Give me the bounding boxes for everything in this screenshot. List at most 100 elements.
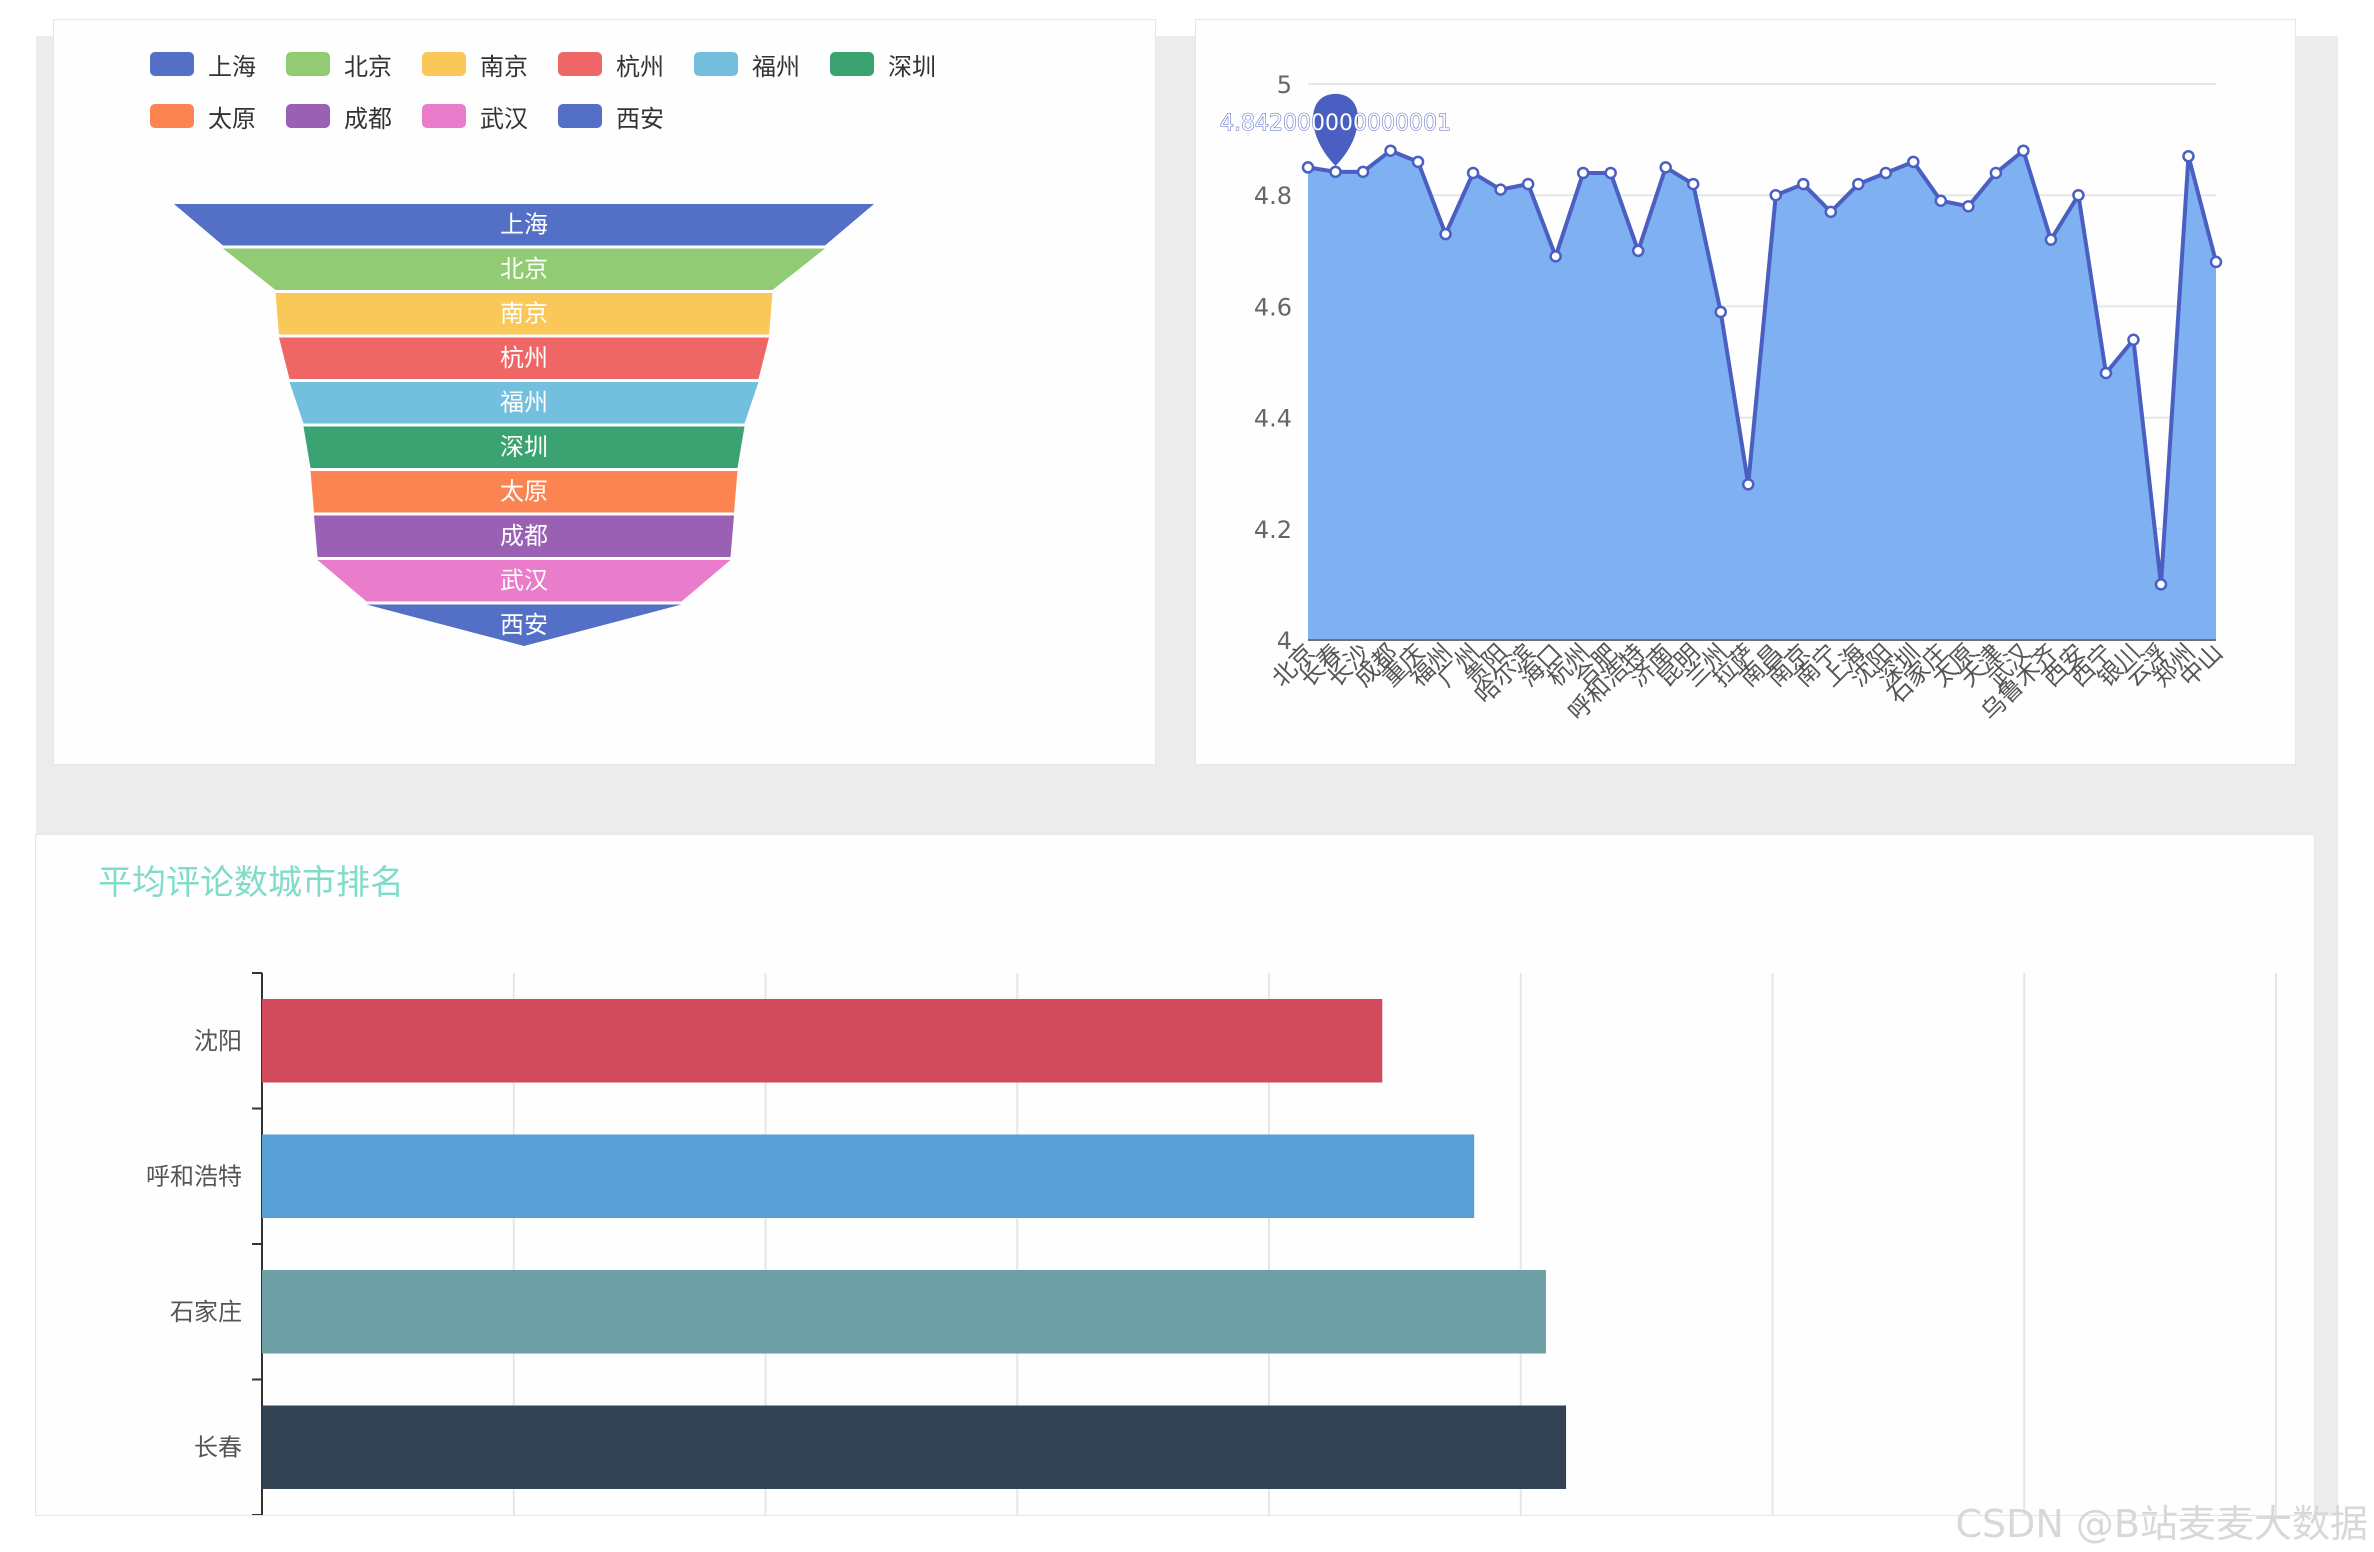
legend-item[interactable]: 北京 (286, 48, 392, 81)
data-point[interactable] (2099, 366, 2113, 380)
legend-label: 太原 (208, 104, 256, 133)
data-point[interactable] (1494, 183, 1507, 196)
y-tick-label: 5 (1277, 71, 1292, 99)
funnel-chart-card: 上海 北京 南京 杭州 福州 深圳 太原 成都 武汉 西安 上海 北京 南京 杭州 福州 深圳 太原 成都 武汉西… (54, 20, 1155, 764)
data-point[interactable] (1852, 177, 1865, 191)
funnel-segment[interactable] (310, 471, 738, 513)
data-point[interactable] (2017, 144, 2030, 157)
legend-label: 南京 (480, 52, 528, 81)
bar[interactable] (262, 1405, 1567, 1490)
funnel-segment-label: 南京 (500, 299, 548, 327)
y-tick-label: 沈阳 (194, 1027, 242, 1055)
data-point[interactable] (1631, 244, 1645, 258)
bar[interactable] (262, 999, 1383, 1083)
funnel-segment[interactable] (303, 426, 745, 469)
bar-chart-title: 平均评论数城市排名 (98, 863, 404, 903)
legend-label: 深圳 (888, 52, 936, 81)
data-point[interactable] (1797, 177, 1810, 191)
funnel-segment-label: 深圳 (500, 433, 548, 461)
data-point[interactable] (1741, 478, 1755, 491)
legend-item[interactable]: 杭州 (558, 48, 664, 81)
bar[interactable] (262, 1270, 1546, 1354)
funnel-segment-label: 成都 (500, 522, 548, 550)
data-point[interactable] (1466, 166, 1480, 180)
data-point[interactable] (1356, 165, 1370, 179)
y-tick-label: 长春 (194, 1433, 242, 1461)
data-point[interactable] (1576, 166, 1590, 180)
funnel-segment[interactable] (279, 337, 769, 380)
legend-label: 西安 (616, 104, 664, 133)
data-point[interactable] (1824, 205, 1838, 219)
funnel-segment[interactable] (174, 204, 874, 246)
legend-swatch (150, 104, 194, 128)
footer-watermark: CSDN @B站麦麦大数据 (1955, 1502, 2369, 1546)
funnel-segment[interactable] (289, 382, 759, 424)
funnel-segment-label: 北京 (500, 255, 548, 283)
series-line (1307, 147, 2218, 585)
data-point[interactable] (1714, 305, 1727, 319)
funnel-segment-label: 福州 (500, 388, 548, 416)
legend-swatch (558, 52, 602, 76)
legend-item[interactable]: 武汉 (422, 100, 528, 133)
data-point[interactable] (1329, 165, 1342, 179)
data-point[interactable] (1604, 166, 1617, 180)
data-point[interactable] (1962, 200, 1975, 213)
area-fill (1308, 150, 2216, 640)
data-point[interactable] (1686, 177, 1700, 191)
bar[interactable] (262, 1134, 1475, 1219)
legend-item[interactable]: 西安 (558, 100, 664, 133)
legend-item[interactable]: 深圳 (830, 48, 936, 81)
legend-label: 武汉 (480, 104, 528, 133)
data-point[interactable] (1301, 161, 1315, 174)
data-point[interactable] (2072, 188, 2085, 202)
data-point[interactable] (1659, 161, 1672, 174)
legend-item[interactable]: 太原 (150, 100, 256, 133)
data-point[interactable] (1769, 188, 1783, 202)
legend-item[interactable]: 南京 (422, 48, 528, 81)
legend-item[interactable]: 上海 (150, 48, 256, 81)
marker-value-label: 4.842000000000001 (1220, 111, 1451, 136)
legend-swatch (422, 104, 466, 128)
data-point[interactable] (1411, 155, 1425, 169)
data-point[interactable] (1439, 227, 1452, 241)
data-point[interactable] (1384, 144, 1397, 157)
funnel-segment-label: 西安 (500, 611, 548, 639)
funnel-legend: 上海 北京 南京 杭州 福州 深圳太原 成都 武汉 西安 (150, 48, 1010, 133)
y-tick-label: 呼和浩特 (146, 1162, 242, 1190)
funnel-segment[interactable] (317, 560, 731, 602)
y-tick-label: 4.8 (1254, 182, 1292, 210)
bar-chart-card: 平均评论数城市排名 沈阳 呼和浩特 石家庄 长春 (36, 835, 2314, 1515)
y-tick-label: 4.6 (1254, 293, 1292, 321)
area-chart: 44.24.44.64.85北京长春长沙成都重庆福州广州贵阳哈尔滨海口杭州合肥呼… (1220, 71, 2229, 726)
legend-swatch (558, 104, 602, 128)
y-tick-label: 4.4 (1254, 405, 1292, 433)
legend-label: 上海 (208, 52, 256, 81)
data-point[interactable] (2154, 578, 2168, 591)
funnel-segment-label: 武汉 (500, 566, 548, 594)
data-point[interactable] (1521, 177, 1535, 191)
funnel-segment[interactable] (275, 293, 773, 335)
data-point[interactable] (2182, 150, 2195, 163)
funnel-segment[interactable] (366, 604, 682, 647)
data-point[interactable] (2209, 255, 2223, 269)
funnel-segment-label: 杭州 (500, 344, 548, 372)
legend-swatch (422, 52, 466, 76)
data-point[interactable] (1907, 155, 1920, 169)
funnel-segment-label: 太原 (500, 477, 548, 505)
data-point[interactable] (2127, 333, 2140, 347)
legend-swatch (286, 52, 330, 76)
funnel-segment[interactable] (223, 248, 825, 291)
funnel-segment[interactable] (314, 515, 734, 558)
y-tick-label: 4.2 (1254, 516, 1292, 544)
data-point[interactable] (1934, 194, 1948, 208)
legend-label: 成都 (344, 104, 392, 133)
data-point[interactable] (1989, 166, 2003, 180)
data-point[interactable] (1549, 250, 1562, 263)
data-point[interactable] (1879, 166, 1893, 180)
legend-item[interactable]: 福州 (694, 48, 800, 81)
funnel-segment-label: 上海 (500, 210, 548, 238)
legend-label: 北京 (344, 52, 392, 81)
data-point[interactable] (2044, 233, 2058, 246)
legend-item[interactable]: 成都 (286, 100, 392, 133)
